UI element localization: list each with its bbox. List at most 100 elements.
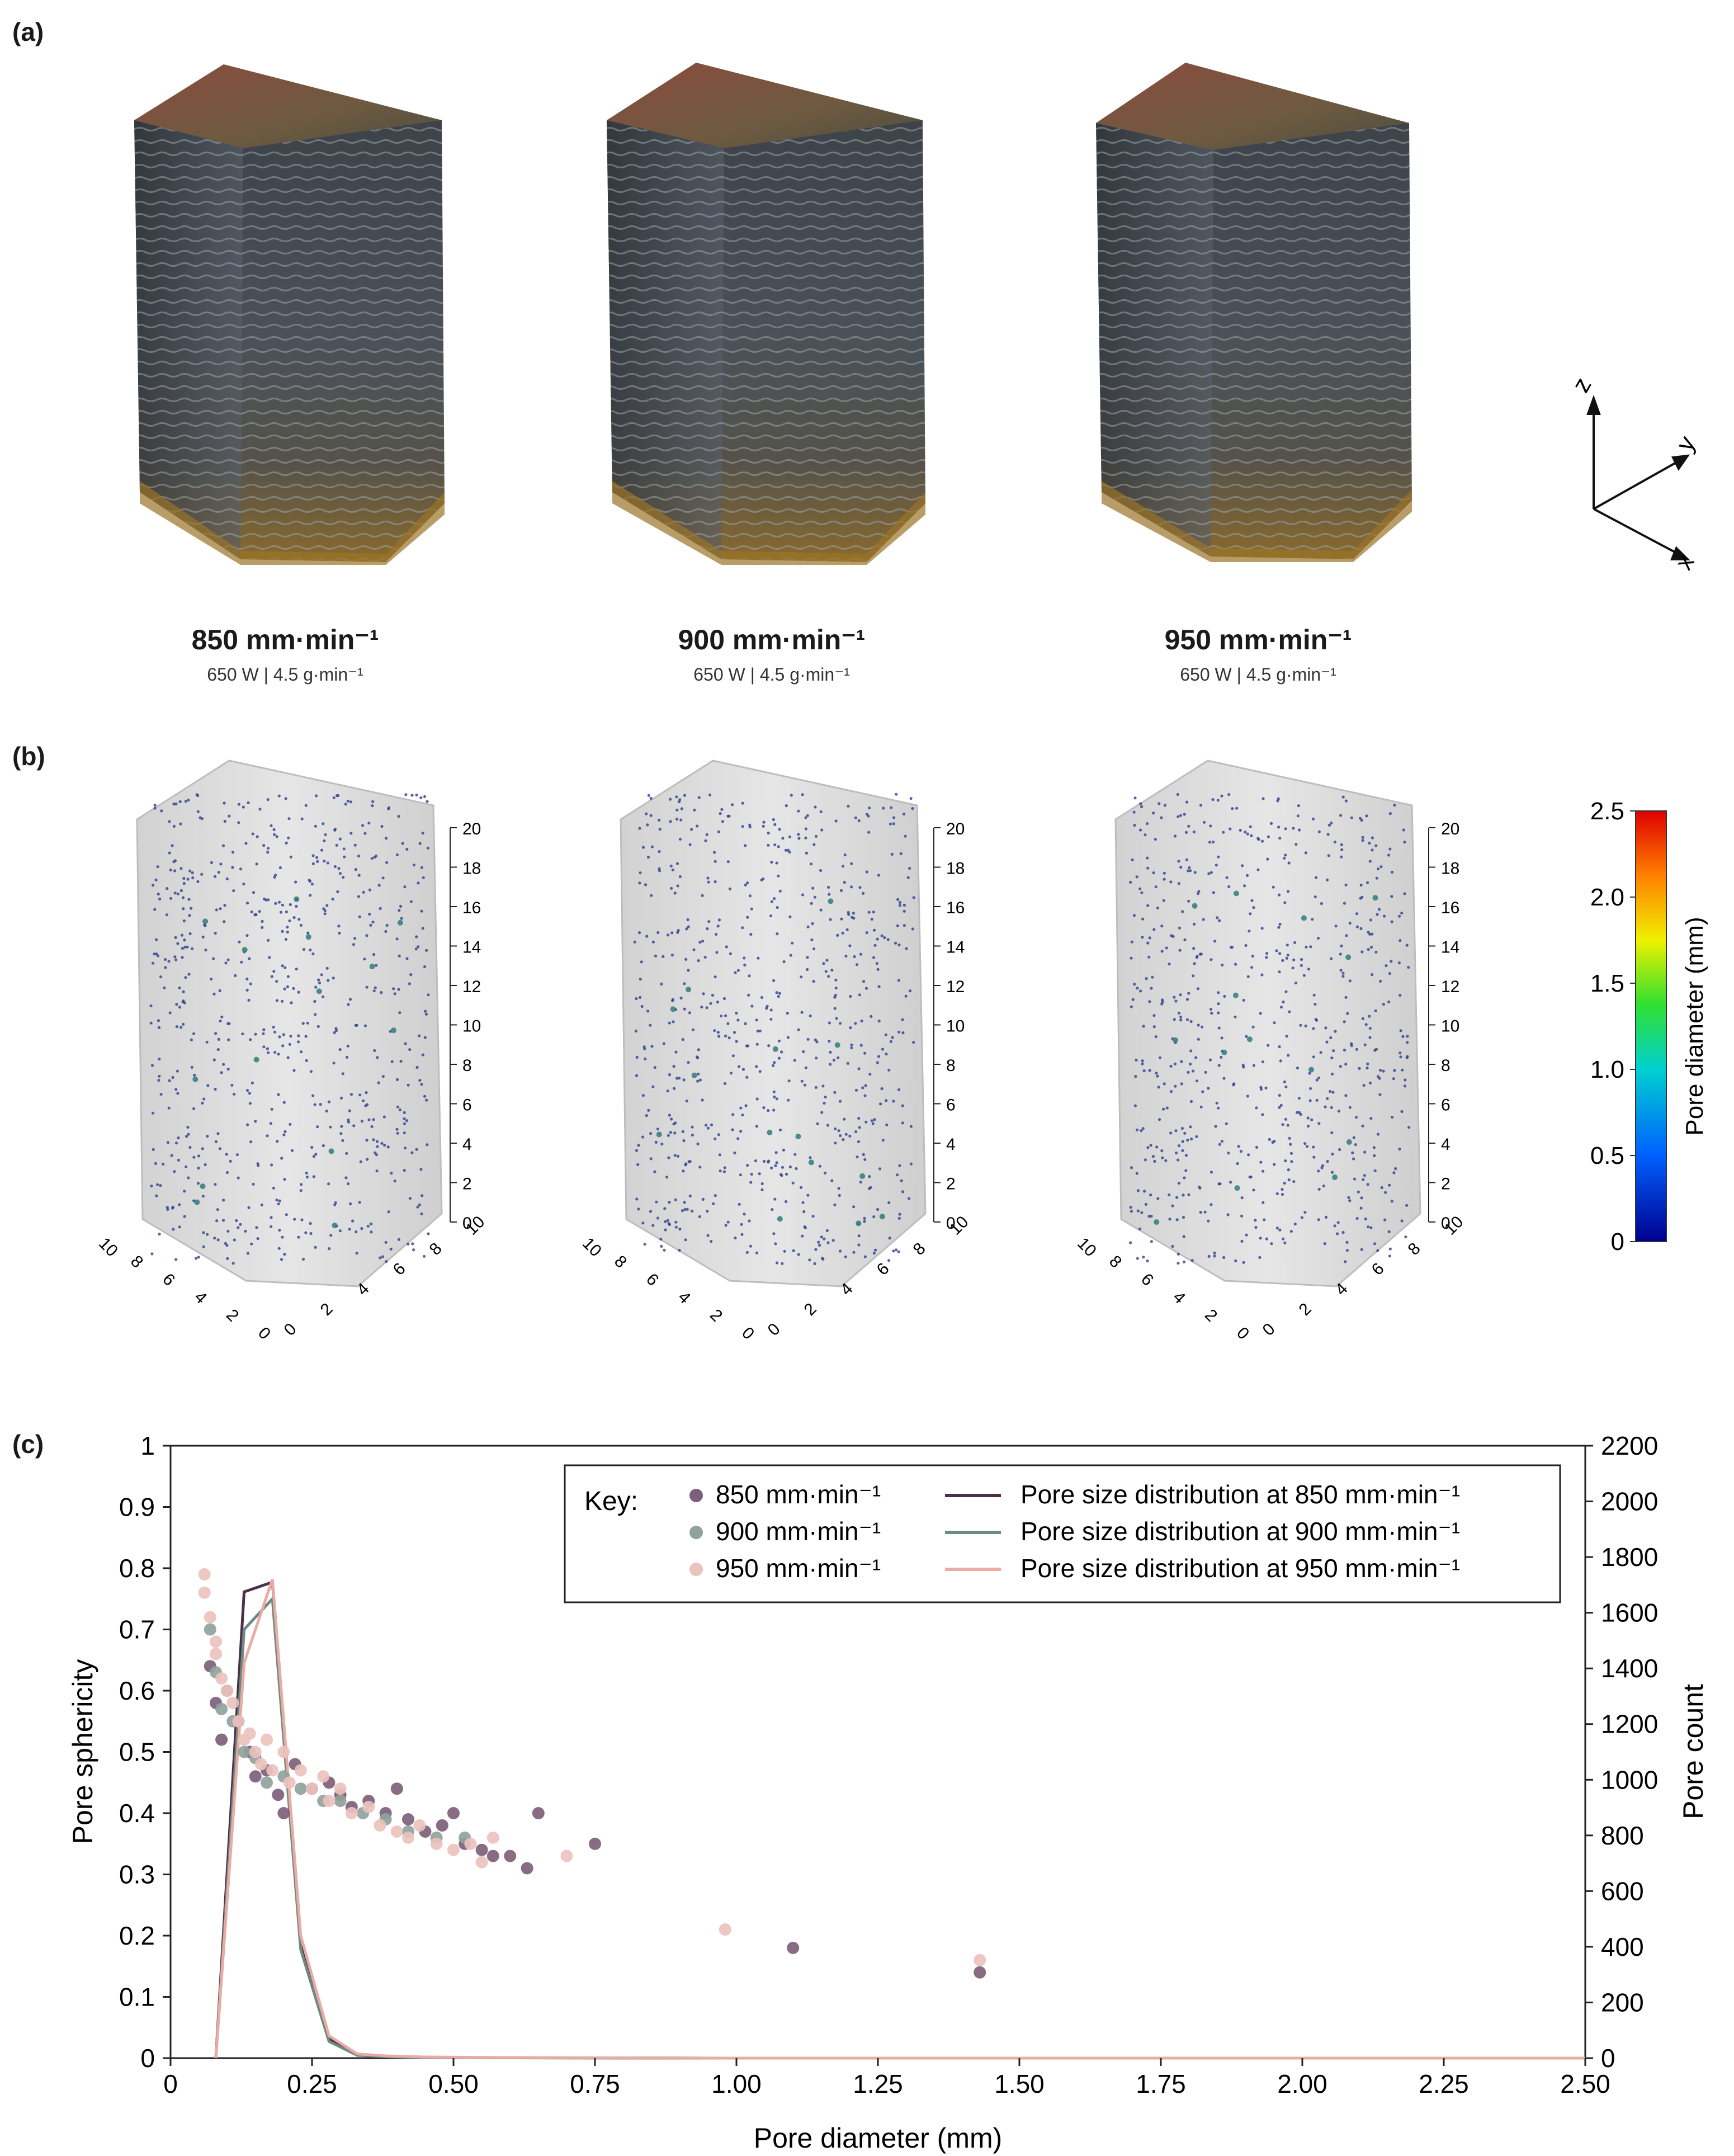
y-tick-label: 0.8 [119, 1554, 155, 1583]
x-tick-label: 0.50 [428, 2069, 479, 2098]
y2-tick-label: 400 [1601, 1932, 1644, 1961]
sample-params: 650 W | 4.5 g·min⁻¹ [207, 664, 363, 685]
scatter-point-series-3 [266, 1764, 279, 1777]
scatter-point-series-1 [215, 1733, 228, 1746]
ct-tick-label: 0 [946, 1214, 956, 1233]
chart-legend: Key: 850 mm·min⁻¹ Pore size distribution … [564, 1464, 1561, 1603]
ct-tick-label: 10 [1441, 1017, 1459, 1036]
axis-y-label: y [1671, 431, 1700, 456]
ct-tick-label: 8 [127, 1252, 147, 1272]
panel-a-label: (a) [12, 17, 44, 46]
colorbar-label: Pore diameter (mm) [1681, 917, 1708, 1135]
scatter-point-series-2 [294, 1782, 307, 1795]
sample-caption-950: 950 mm·min⁻¹ 650 W | 4.5 g·min⁻¹ [1062, 624, 1454, 685]
scatter-point-series-3 [283, 1776, 296, 1789]
ct-tick-label: 6 [946, 1096, 956, 1115]
ct-tick-label: 6 [462, 1096, 472, 1115]
x-tick-label: 1.50 [994, 2069, 1045, 2098]
scatter-point-series-3 [362, 1801, 375, 1813]
scatter-point-series-3 [261, 1733, 273, 1746]
ct-tick-label: 10 [579, 1234, 605, 1261]
ct-tick-label: 8 [426, 1239, 446, 1259]
y2-tick-label: 600 [1601, 1876, 1644, 1905]
y2-tick-label: 1400 [1601, 1654, 1658, 1683]
ct-tick-label: 18 [946, 860, 965, 878]
legend-box [564, 1464, 1561, 1603]
ct-pore-cloud [633, 792, 915, 1266]
ct-tick-label: 8 [462, 1056, 472, 1075]
y-tick-label: 0.2 [119, 1921, 155, 1950]
scatter-point-series-3 [323, 1795, 336, 1808]
scatter-point-series-3 [317, 1770, 330, 1783]
ct-tick-label: 2 [223, 1306, 242, 1325]
colorbar-tick-label: 2.5 [1590, 798, 1624, 825]
colorbar: 0 0.5 1.0 1.5 2.0 2.5 Pore diameter (mm) [1590, 798, 1708, 1256]
y-axis-label: Pore sphericity [67, 1659, 98, 1844]
ct-tick-label: 18 [462, 860, 481, 878]
y-tick-label: 0.6 [119, 1676, 155, 1705]
x-tick-label: 1.25 [853, 2069, 903, 2098]
ct-tick-label: 8 [611, 1252, 630, 1272]
legend-item-label: Pore size distribution at 950 mm·min⁻¹ [1020, 1554, 1460, 1583]
scatter-point-series-3 [475, 1856, 488, 1869]
y-tick-label: 0 [140, 2044, 155, 2073]
scatter-point-series-3 [210, 1648, 222, 1660]
ct-tick-label: 6 [1137, 1270, 1157, 1290]
legend-key-label: Key: [584, 1487, 638, 1516]
scatter-point-series-1 [272, 1789, 285, 1801]
ct-tick-label: 4 [191, 1288, 210, 1308]
scatter-point-series-3 [198, 1568, 211, 1581]
ct-specimen-body [136, 759, 443, 1287]
ct-tick-label: 12 [1441, 978, 1459, 996]
x-tick-label: 0 [163, 2069, 178, 2098]
y2-tick-label: 1200 [1601, 1710, 1658, 1739]
scatter-point-series-3 [294, 1764, 307, 1777]
ct-tick-label: 0 [281, 1320, 300, 1339]
scatter-point-series-3 [306, 1782, 318, 1795]
x-tick-label: 1.00 [711, 2069, 762, 2098]
legend-item-label: 900 mm·min⁻¹ [716, 1517, 881, 1546]
ct-tick-label: 20 [946, 820, 965, 838]
scatter-point-series-3 [402, 1831, 414, 1844]
y-tick-label: 0.9 [119, 1493, 155, 1522]
legend-item-label: 850 mm·min⁻¹ [716, 1480, 881, 1509]
ct-tick-label: 6 [390, 1259, 409, 1279]
scatter-point-series-3 [198, 1586, 211, 1599]
scatter-point-series-1 [589, 1837, 601, 1850]
legend-item-label: Pore size distribution at 850 mm·min⁻¹ [1020, 1480, 1460, 1509]
specimen-900-photo [607, 63, 925, 565]
sample-speed: 900 mm·min⁻¹ [678, 624, 866, 655]
axes-triad [1586, 395, 1690, 560]
scatter-point-series-1 [402, 1813, 414, 1825]
scatter-point-series-3 [249, 1745, 262, 1758]
ct-tick-label: 2 [706, 1306, 726, 1325]
ct-specimen-body [1114, 759, 1421, 1287]
panel-c-label: (c) [12, 1430, 44, 1459]
y-tick-label: 0.7 [119, 1615, 155, 1644]
scatter-point-series-3 [226, 1696, 239, 1709]
distribution-line-3 [214, 1579, 1585, 2060]
scatter-point-series-3 [447, 1843, 460, 1856]
ct-tick-label: 6 [1441, 1096, 1450, 1115]
scatter-point-series-3 [464, 1837, 477, 1850]
colorbar-tick-label: 1.5 [1590, 970, 1624, 997]
legend-marker [689, 1489, 703, 1502]
ct-tick-label: 4 [946, 1135, 956, 1154]
scatter-point-series-2 [238, 1745, 251, 1758]
ct-tick-label: 6 [159, 1270, 178, 1290]
ct-tick-label: 20 [462, 820, 481, 838]
scatter-point-series-1 [475, 1843, 488, 1856]
ct-tick-label: 14 [946, 938, 965, 957]
ct-tick-label: 8 [1105, 1252, 1125, 1272]
y2-tick-label: 0 [1601, 2044, 1615, 2073]
ct-vertical-axis: 0 2 4 6 8 10 12 14 16 18 20 [1428, 820, 1459, 1233]
ct-pore-cloud [149, 793, 430, 1265]
legend-item-label: Pore size distribution at 900 mm·min⁻¹ [1020, 1517, 1460, 1546]
ct-tick-label: 16 [462, 899, 481, 917]
scatter-point-series-3 [254, 1758, 267, 1771]
specimen-photos: z y x [134, 63, 1701, 574]
ct-tick-label: 2 [1441, 1175, 1450, 1193]
